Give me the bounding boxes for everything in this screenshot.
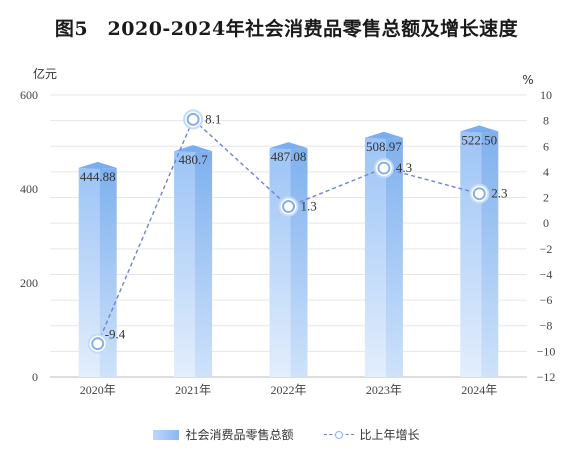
y-left-tick-label: 400: [20, 182, 38, 196]
legend-item-bar: 社会消费品零售总额: [153, 426, 294, 443]
bar-top-face: [78, 161, 117, 170]
bar-left-face: [364, 137, 386, 377]
growth-marker: [282, 200, 295, 214]
x-tick-label: 2023年: [366, 383, 402, 397]
y-left-tick-label: 600: [20, 88, 38, 102]
bar-right-face: [195, 151, 213, 377]
bar-value-label: 487.08: [271, 149, 307, 164]
bar-left-face: [269, 148, 291, 377]
y-left-axis-label: 亿元: [33, 66, 57, 81]
bar-value-label: 480.7: [178, 152, 208, 167]
growth-marker: [186, 112, 200, 126]
y-right-tick-label: 8: [543, 114, 549, 128]
legend-bar-swatch: [153, 429, 180, 440]
y-right-tick-label: 0: [543, 216, 549, 230]
chart-plot: 0 200 400 600 10 8 6 4 2 0 −2 −4 −6 −8 −10 −12 亿元 % 444.88…: [20, 66, 556, 397]
growth-value-label: 8.1: [205, 111, 221, 126]
legend-line-swatch: [323, 429, 354, 441]
y-left-tick-label: 200: [20, 276, 38, 290]
y-left-tick-label: 0: [32, 370, 38, 384]
legend-line-label: 比上年增长: [359, 428, 420, 442]
bar-right-face: [99, 167, 117, 377]
bar-right-face: [481, 131, 499, 377]
bar-left-face: [460, 131, 482, 377]
bar-top-face: [269, 142, 308, 150]
bar-top-face: [174, 145, 213, 153]
bar: [364, 131, 403, 377]
chart-title: 图5 2020-2024年社会消费品零售总额及增长速度: [54, 18, 519, 40]
y-right-tick-label: 6: [543, 139, 549, 153]
y-right-tick-label: 10: [540, 88, 552, 102]
legend-item-line: 比上年增长: [323, 426, 420, 443]
growth-marker: [377, 161, 391, 175]
y-right-tick-label: −4: [540, 267, 553, 281]
bar: [460, 125, 499, 377]
y-right-tick-label: −6: [540, 293, 553, 307]
y-right-tick-label: 2: [543, 191, 549, 205]
growth-value-label: -9.4: [105, 327, 126, 342]
x-tick-label: 2020年: [80, 383, 116, 397]
y-right-tick-label: 4: [543, 165, 549, 179]
bar-top-face: [460, 125, 499, 133]
bar-value-label: 522.50: [461, 132, 497, 147]
legend-bar-label: 社会消费品零售总额: [185, 428, 294, 442]
x-tick-label: 2021年: [175, 383, 211, 397]
chart-legend: 社会消费品零售总额 比上年增长: [0, 426, 573, 443]
y-right-tick-label: −2: [540, 242, 553, 256]
bar-value-label: 444.88: [80, 169, 116, 184]
x-tick-label: 2022年: [270, 383, 306, 397]
bar-right-face: [385, 137, 403, 377]
bar-value-label: 508.97: [366, 139, 402, 154]
growth-marker: [472, 187, 486, 201]
x-tick-label: 2024年: [461, 383, 497, 397]
bar-left-face: [174, 151, 195, 377]
growth-value-label: 1.3: [301, 199, 317, 214]
bar: [174, 145, 213, 377]
y-right-tick-label: −8: [540, 319, 553, 333]
growth-value-label: 2.3: [491, 186, 507, 201]
growth-value-label: 4.3: [396, 160, 412, 175]
y-right-axis-label: %: [522, 73, 533, 87]
bar-right-face: [290, 148, 308, 377]
bar: [78, 161, 117, 377]
y-right-tick-label: −12: [537, 370, 556, 384]
bar: [269, 142, 308, 377]
bar-left-face: [78, 167, 100, 377]
y-right-tick-label: −10: [537, 344, 556, 358]
bar-top-face: [364, 131, 403, 139]
growth-marker: [91, 337, 105, 351]
